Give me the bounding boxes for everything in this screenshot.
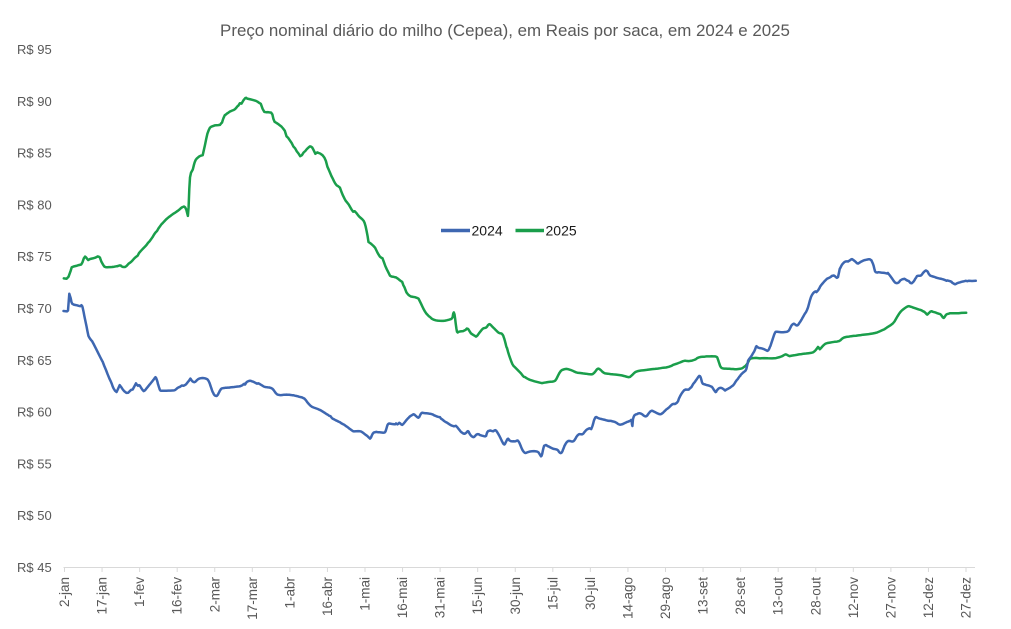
svg-text:2-jan: 2-jan [57, 577, 72, 607]
svg-text:28-out: 28-out [808, 577, 823, 616]
svg-text:27-dez: 27-dez [959, 577, 974, 619]
svg-text:R$ 45: R$ 45 [17, 560, 52, 575]
svg-text:R$ 70: R$ 70 [17, 301, 52, 316]
svg-text:R$ 75: R$ 75 [17, 249, 52, 264]
svg-text:29-ago: 29-ago [658, 577, 673, 619]
svg-text:R$ 65: R$ 65 [17, 353, 52, 368]
svg-text:1-mai: 1-mai [358, 577, 373, 611]
svg-text:13-set: 13-set [696, 577, 711, 615]
svg-text:28-set: 28-set [733, 577, 748, 615]
svg-text:30-jun: 30-jun [508, 577, 523, 615]
svg-text:R$ 95: R$ 95 [17, 42, 52, 57]
svg-text:R$ 90: R$ 90 [17, 94, 52, 109]
svg-text:Preço nominal diário do milho: Preço nominal diário do milho (Cepea), e… [220, 21, 790, 40]
svg-text:2-mar: 2-mar [207, 577, 222, 613]
svg-text:16-abr: 16-abr [320, 577, 335, 617]
svg-text:R$ 80: R$ 80 [17, 198, 52, 213]
svg-text:R$ 50: R$ 50 [17, 508, 52, 523]
svg-text:12-nov: 12-nov [846, 577, 861, 619]
svg-text:14-ago: 14-ago [620, 577, 635, 619]
svg-text:15-jun: 15-jun [470, 577, 485, 615]
svg-text:R$ 60: R$ 60 [17, 405, 52, 420]
svg-text:R$ 85: R$ 85 [17, 146, 52, 161]
svg-text:1-abr: 1-abr [282, 576, 297, 608]
svg-text:16-fev: 16-fev [170, 577, 185, 615]
svg-text:16-mai: 16-mai [395, 577, 410, 618]
svg-text:15-jul: 15-jul [545, 577, 560, 610]
svg-text:2024: 2024 [472, 223, 503, 239]
svg-text:2025: 2025 [546, 223, 577, 239]
svg-text:17-jan: 17-jan [95, 577, 110, 615]
svg-text:30-jul: 30-jul [583, 577, 598, 610]
svg-text:17-mar: 17-mar [245, 577, 260, 620]
svg-text:R$ 55: R$ 55 [17, 456, 52, 471]
svg-text:12-dez: 12-dez [921, 577, 936, 619]
svg-text:13-out: 13-out [771, 577, 786, 616]
svg-text:31-mai: 31-mai [433, 577, 448, 618]
svg-text:27-nov: 27-nov [883, 577, 898, 619]
svg-text:1-fev: 1-fev [132, 577, 147, 607]
